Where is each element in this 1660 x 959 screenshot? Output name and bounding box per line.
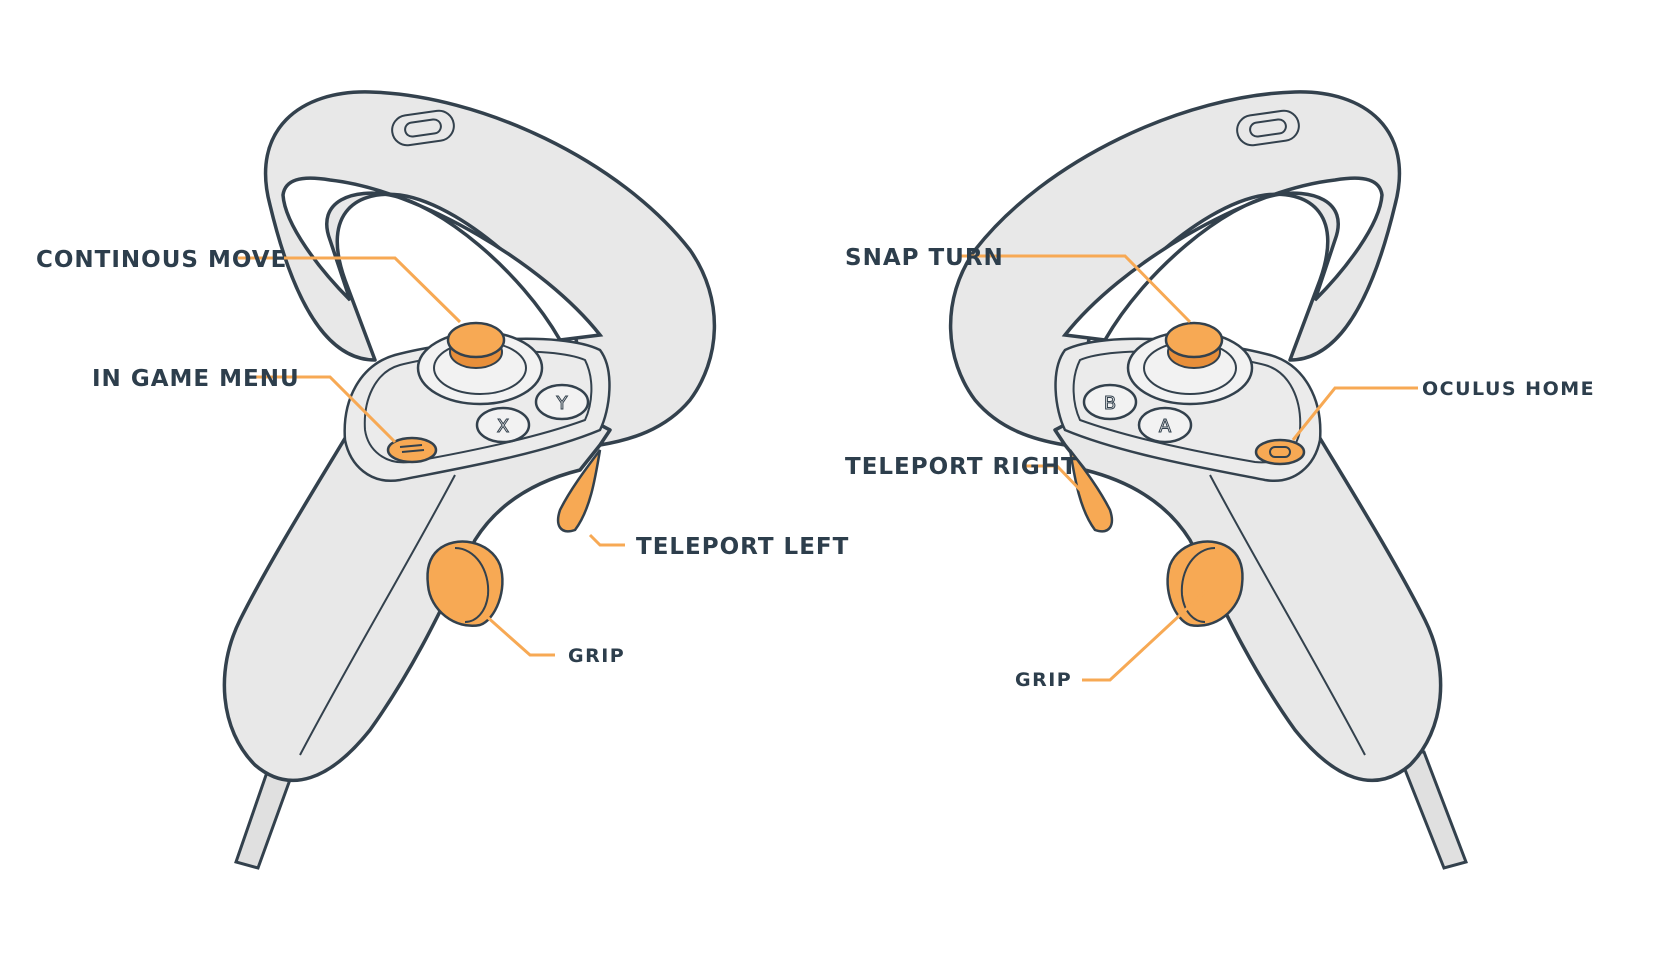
left-controller: X Y	[224, 92, 714, 868]
label-teleport-right: TELEPORT RIGHT	[845, 454, 1078, 480]
label-oculus-home: OCULUS HOME	[1422, 378, 1595, 400]
label-continuous-move: CONTINOUS MOVE	[36, 247, 287, 273]
leader-left-grip	[485, 615, 555, 655]
right-b-button-label: B	[1104, 393, 1116, 414]
left-thumbstick-cap[interactable]	[448, 323, 504, 357]
right-thumbstick-cap[interactable]	[1166, 323, 1222, 357]
left-x-button-label: X	[497, 416, 509, 437]
label-snap-turn: SNAP TURN	[845, 245, 1004, 271]
label-teleport-left: TELEPORT LEFT	[636, 534, 849, 560]
leader-teleport-left	[590, 535, 625, 545]
right-oculus-button[interactable]	[1256, 440, 1304, 464]
right-cable	[1398, 752, 1466, 868]
label-left-grip: GRIP	[568, 645, 625, 667]
label-in-game-menu: IN GAME MENU	[92, 366, 300, 392]
label-right-grip: GRIP	[1015, 669, 1072, 691]
left-y-button-label: Y	[556, 393, 569, 414]
right-a-button-label: A	[1159, 416, 1172, 437]
